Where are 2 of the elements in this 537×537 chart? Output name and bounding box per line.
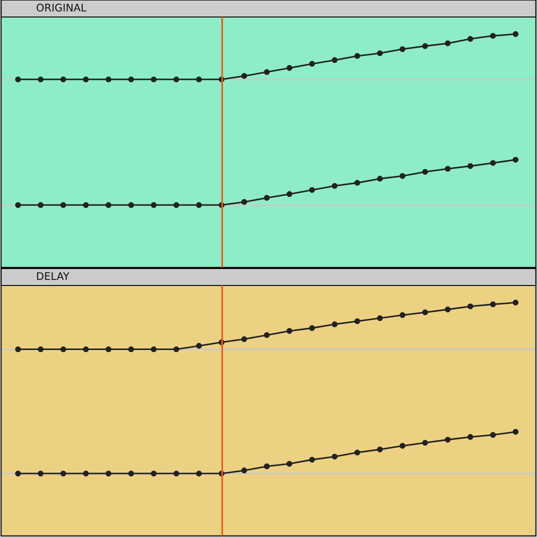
chart-title: DELAY bbox=[37, 272, 70, 280]
chart-title: ORIGINAL bbox=[36, 4, 86, 12]
